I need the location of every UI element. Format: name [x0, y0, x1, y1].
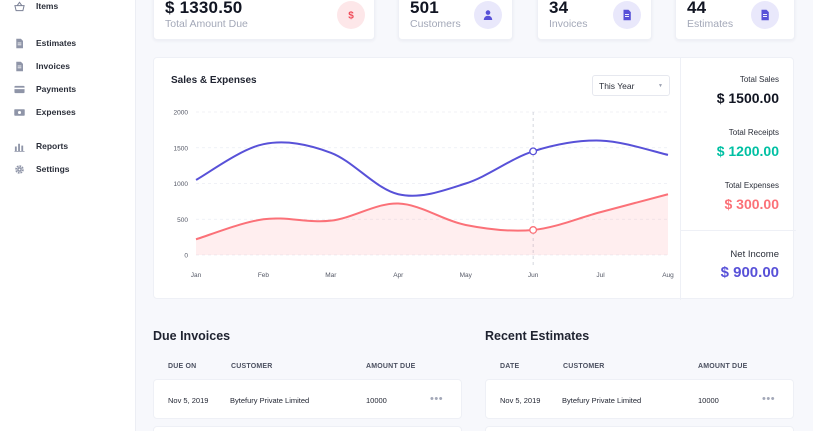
document-icon	[751, 1, 779, 29]
series-area-1	[196, 194, 668, 255]
sidebar-item-settings[interactable]: Settings	[14, 161, 70, 177]
total-sales-value: $ 1500.00	[716, 90, 779, 106]
user-icon	[474, 1, 502, 29]
stat-label: Invoices	[549, 18, 588, 30]
row-customer: Bytefury Private Limited	[230, 396, 310, 405]
y-tick-label: 0	[184, 253, 188, 260]
total-expenses-value: $ 300.00	[724, 196, 780, 212]
due-invoices-title: Due Invoices	[153, 329, 231, 343]
sidebar-item-label: Expenses	[36, 107, 76, 117]
sidebar-item-label: Reports	[36, 141, 69, 151]
chevron-down-icon: ▼	[658, 83, 663, 89]
y-tick-label: 1000	[174, 181, 189, 188]
x-tick-label: May	[460, 272, 473, 279]
stat-card-invoices[interactable]: 34 Invoices	[537, 0, 652, 40]
x-tick-label: Aug	[662, 272, 674, 279]
x-tick-label: Jan	[191, 272, 202, 279]
stat-card-amount-due[interactable]: $ 1330.50 Total Amount Due $	[153, 0, 375, 40]
total-expenses: Total Expenses $ 300.00	[725, 181, 780, 212]
table-row[interactable]	[485, 426, 794, 431]
bar-chart-icon	[14, 141, 25, 152]
row-date: Nov 5, 2019	[168, 396, 209, 405]
svg-text:$: $	[348, 11, 354, 22]
row-customer: Bytefury Private Limited	[562, 396, 642, 405]
document-icon	[14, 61, 25, 72]
net-income-label: Net Income	[730, 249, 779, 260]
net-income: Net Income $ 900.00	[721, 249, 779, 281]
chart-title: Sales & Expenses	[171, 75, 257, 86]
stat-label: Customers	[410, 18, 461, 30]
row-amount: 10000	[366, 396, 387, 405]
table-row[interactable]: Nov 5, 2019 Bytefury Private Limited 100…	[485, 379, 794, 419]
series-line-1	[195, 193, 669, 241]
gear-icon	[14, 164, 25, 175]
stat-value: 501	[410, 0, 439, 17]
row-date: Nov 5, 2019	[500, 396, 541, 405]
series-point-1	[529, 226, 538, 234]
x-tick-label: Jul	[596, 272, 605, 279]
more-options-icon[interactable]: •••	[762, 393, 776, 405]
sales-expenses-chart: 0 500 1000 1500 2000 Jan Feb Mar Apr May Jun Jul Aug	[174, 110, 675, 280]
recent-estimates-title: Recent Estimates	[485, 329, 590, 343]
stat-card-estimates[interactable]: 44 Estimates	[675, 0, 795, 40]
column-header-customer: CUSTOMER	[231, 363, 273, 370]
total-receipts-value: $ 1200.00	[716, 143, 779, 159]
stat-label: Total Amount Due	[165, 18, 248, 30]
sidebar-item-invoices[interactable]: Invoices	[14, 58, 70, 74]
money-icon	[14, 107, 25, 118]
x-tick-label: Apr	[393, 272, 404, 279]
total-receipts: Total Receipts $ 1200.00	[717, 128, 779, 159]
sidebar-item-label: Items	[36, 1, 59, 11]
divider	[681, 230, 796, 231]
series-point-0	[529, 147, 538, 156]
sidebar: Items Estimates Invoices Payments Expens…	[0, 0, 136, 431]
total-expenses-label: Total Expenses	[724, 181, 779, 190]
x-tick-label: Jun	[528, 272, 539, 279]
y-tick-label: 1500	[174, 145, 189, 152]
stat-value: $ 1330.50	[165, 0, 243, 17]
period-select-value: This Year	[599, 80, 635, 91]
sidebar-item-label: Estimates	[36, 38, 77, 48]
stat-label: Estimates	[687, 18, 734, 30]
stat-card-customers[interactable]: 501 Customers	[398, 0, 513, 40]
total-sales-label: Total Sales	[739, 75, 779, 84]
table-row[interactable]: Nov 5, 2019 Bytefury Private Limited 100…	[153, 379, 462, 419]
total-sales: Total Sales $ 1500.00	[717, 75, 779, 106]
total-receipts-label: Total Receipts	[728, 128, 779, 137]
credit-card-icon	[14, 84, 25, 95]
sidebar-item-label: Payments	[36, 84, 77, 94]
main-content: $ 1330.50 Total Amount Due $ 501 Custome…	[136, 0, 813, 431]
document-icon	[14, 38, 25, 49]
net-income-value: $ 900.00	[720, 264, 779, 281]
stat-value: 34	[549, 0, 569, 17]
sales-expenses-card: Sales & Expenses This Year ▼ 0 500 1000 150…	[153, 57, 796, 300]
table-row[interactable]	[153, 426, 462, 431]
dollar-icon: $	[337, 1, 365, 29]
sidebar-item-items[interactable]: Items	[14, 0, 58, 14]
y-tick-label: 2000	[174, 110, 189, 117]
column-header-due-on: DUE ON	[168, 363, 197, 370]
sidebar-item-estimates[interactable]: Estimates	[14, 35, 76, 51]
column-header-amount-due: AMOUNT DUE	[366, 363, 416, 370]
period-select[interactable]: This Year ▼	[592, 75, 670, 96]
stat-value: 44	[687, 0, 707, 17]
sidebar-item-payments[interactable]: Payments	[14, 81, 76, 97]
sidebar-item-label: Invoices	[36, 61, 71, 71]
sidebar-item-label: Settings	[36, 164, 70, 174]
sidebar-item-expenses[interactable]: Expenses	[14, 104, 76, 120]
more-options-icon[interactable]: •••	[430, 393, 444, 405]
series-line-0	[195, 139, 669, 197]
document-icon	[613, 1, 641, 29]
summary-panel: Total Sales $ 1500.00 Total Receipts $ 1…	[680, 58, 796, 300]
y-tick-label: 500	[177, 217, 188, 224]
basket-icon	[14, 1, 25, 12]
column-header-date: DATE	[500, 363, 520, 370]
column-header-amount-due: AMOUNT DUE	[698, 363, 748, 370]
x-tick-label: Feb	[258, 272, 270, 279]
row-amount: 10000	[698, 396, 719, 405]
x-tick-label: Mar	[325, 272, 337, 279]
column-header-customer: CUSTOMER	[563, 363, 605, 370]
sidebar-item-reports[interactable]: Reports	[14, 138, 68, 154]
